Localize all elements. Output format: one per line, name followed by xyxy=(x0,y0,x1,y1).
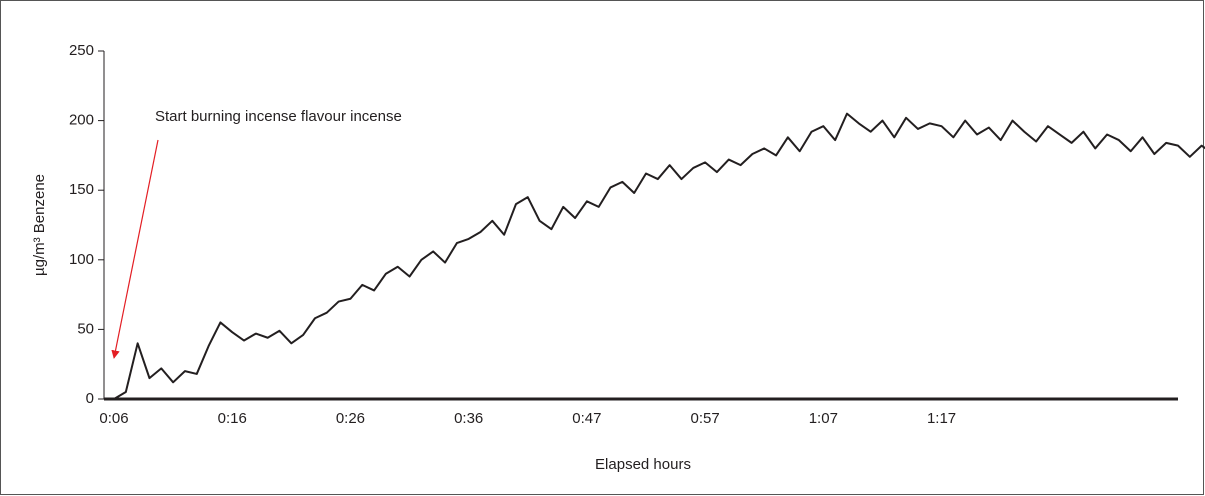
y-tick-label: 200 xyxy=(69,112,94,129)
x-tick-label: 0:06 xyxy=(99,410,128,427)
y-axis-label: µg/m³ Benzene xyxy=(31,174,48,276)
annotation: Start burning incense flavour incense xyxy=(155,108,402,125)
annotation-arrow xyxy=(111,139,159,359)
x-tick-label: 1:07 xyxy=(809,410,838,427)
x-axis-label: Elapsed hours xyxy=(595,456,691,473)
x-tick-label: 0:47 xyxy=(572,410,601,427)
x-tick-label: 0:57 xyxy=(691,410,720,427)
y-tick-label: 50 xyxy=(77,320,94,337)
x-tick-label: 0:26 xyxy=(336,410,365,427)
x-tick-label: 0:16 xyxy=(218,410,247,427)
x-tick-label: 0:36 xyxy=(454,410,483,427)
y-tick-label: 0 xyxy=(86,390,94,407)
y-tick-label: 150 xyxy=(69,181,94,198)
y-tick-label: 250 xyxy=(69,42,94,59)
x-tick-label: 1:17 xyxy=(927,410,956,427)
line xyxy=(113,112,1205,400)
y-tick-label: 100 xyxy=(69,251,94,268)
